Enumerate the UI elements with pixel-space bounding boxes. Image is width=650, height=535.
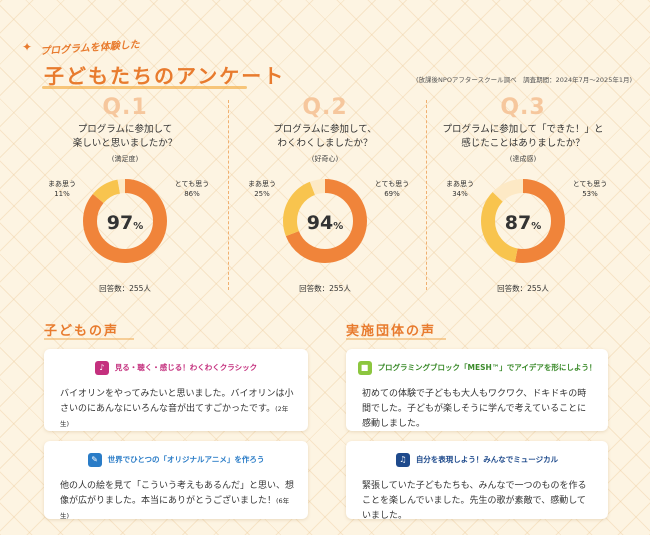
org-section-title: 実施団体の声 <box>346 324 437 339</box>
kids-voice-card: ✎ 世界でひとつの「オリジナルアニメ」を作ろう 他の人の絵を見て「こういう考えもあ… <box>44 441 308 520</box>
section-underline <box>44 338 134 340</box>
survey-source: (放課後NPOアフタースクール調べ 調査期間：2024年7月〜2025年1月) <box>416 76 632 84</box>
question-text: プログラムに参加して「できた！」と 感じたことはありましたか？ <box>442 124 604 149</box>
question-tag: (達成感) <box>509 155 537 163</box>
very-label: とても思う 86% <box>174 180 210 198</box>
somewhat-label: まあ思う 25% <box>248 180 276 198</box>
title-underline <box>42 86 247 89</box>
donut-chart <box>481 179 565 263</box>
piano-icon: ♪ <box>94 361 109 375</box>
card-body: 緊張していた子どもたちも、みんなで一つのものを作ることを楽しんでいました。先生の… <box>362 481 587 521</box>
block-icon: ■ <box>357 361 372 375</box>
music-note-icon: ♫ <box>395 453 410 467</box>
respondent-count: 回答数：255人 <box>497 284 549 293</box>
page-title: 子どもたちのアンケート <box>44 64 286 88</box>
card-body: 他の人の絵を見て「こういう考えもあるんだ」と思い、想像が広がりました。本当にあり… <box>60 481 295 520</box>
card-title: ■ プログラミングブロック「MESH™」でアイデアを形にしよう！ <box>346 361 608 375</box>
question-number: Q.3 <box>500 95 546 120</box>
column-divider <box>228 100 229 290</box>
header-subtitle: プログラムを体験した <box>39 39 141 58</box>
respondent-count: 回答数：255人 <box>299 284 351 293</box>
question-number: Q.1 <box>102 95 148 120</box>
pen-icon: ✎ <box>87 453 102 467</box>
donut-segment-rest <box>481 179 565 263</box>
donut-segment-somewhat <box>481 179 565 263</box>
question-tag: (満足度) <box>111 155 139 163</box>
kids-voice-card: ♪ 見る・聴く・感じる！わくわくクラシック バイオリンをやってみたいと思いました。… <box>44 349 308 431</box>
very-label: とても思う 69% <box>374 180 410 198</box>
respondent-count: 回答数：255人 <box>99 284 151 293</box>
section-underline <box>346 338 446 340</box>
total-percent: 94% <box>306 212 344 234</box>
donut-segment-rest <box>283 179 367 263</box>
total-percent: 97% <box>106 212 144 234</box>
card-title: ✎ 世界でひとつの「オリジナルアニメ」を作ろう <box>44 453 308 467</box>
donut-segment-rest <box>83 179 167 263</box>
org-voice-card: ■ プログラミングブロック「MESH™」でアイデアを形にしよう！ 初めての体験で子… <box>346 349 608 431</box>
kids-section-title: 子どもの声 <box>44 324 120 339</box>
somewhat-label: まあ思う 34% <box>446 180 474 198</box>
donut-chart <box>283 179 367 263</box>
card-body: 初めての体験で子どもも大人もワクワク、ドキドキの時間でした。子どもが楽しそうに学… <box>362 389 587 429</box>
question-1: Q.1 プログラムに参加して 楽しいと思いましたか？ (満足度) 97% まあ思… <box>30 95 220 295</box>
question-text: プログラムに参加して 楽しいと思いましたか？ <box>72 124 178 149</box>
column-divider <box>426 100 427 290</box>
question-text: プログラムに参加して、 わくわくしましたか？ <box>273 124 377 149</box>
total-percent: 87% <box>504 212 542 234</box>
question-number: Q.2 <box>302 95 348 120</box>
card-title: ♫ 自分を表現しよう！みんなでミュージカル <box>346 453 608 467</box>
very-label: とても思う 53% <box>572 180 608 198</box>
donut-segment-somewhat <box>283 179 367 263</box>
question-tag: (好奇心) <box>311 155 339 163</box>
sparkle-icon: ✦ <box>22 40 33 54</box>
card-body: バイオリンをやってみたいと思いました。バイオリンは小さいのにあんなにいろんな音が… <box>60 389 294 428</box>
card-title: ♪ 見る・聴く・感じる！わくわくクラシック <box>44 361 308 375</box>
somewhat-label: まあ思う 11% <box>48 180 76 198</box>
donut-chart <box>83 179 167 263</box>
question-2: Q.2 プログラムに参加して、 わくわくしましたか？ (好奇心) 94% まあ思… <box>230 95 420 295</box>
org-voice-card: ♫ 自分を表現しよう！みんなでミュージカル 緊張していた子どもたちも、みんなで一つ… <box>346 441 608 521</box>
question-3: Q.3 プログラムに参加して「できた！」と 感じたことはありましたか？ (達成感… <box>428 95 618 295</box>
